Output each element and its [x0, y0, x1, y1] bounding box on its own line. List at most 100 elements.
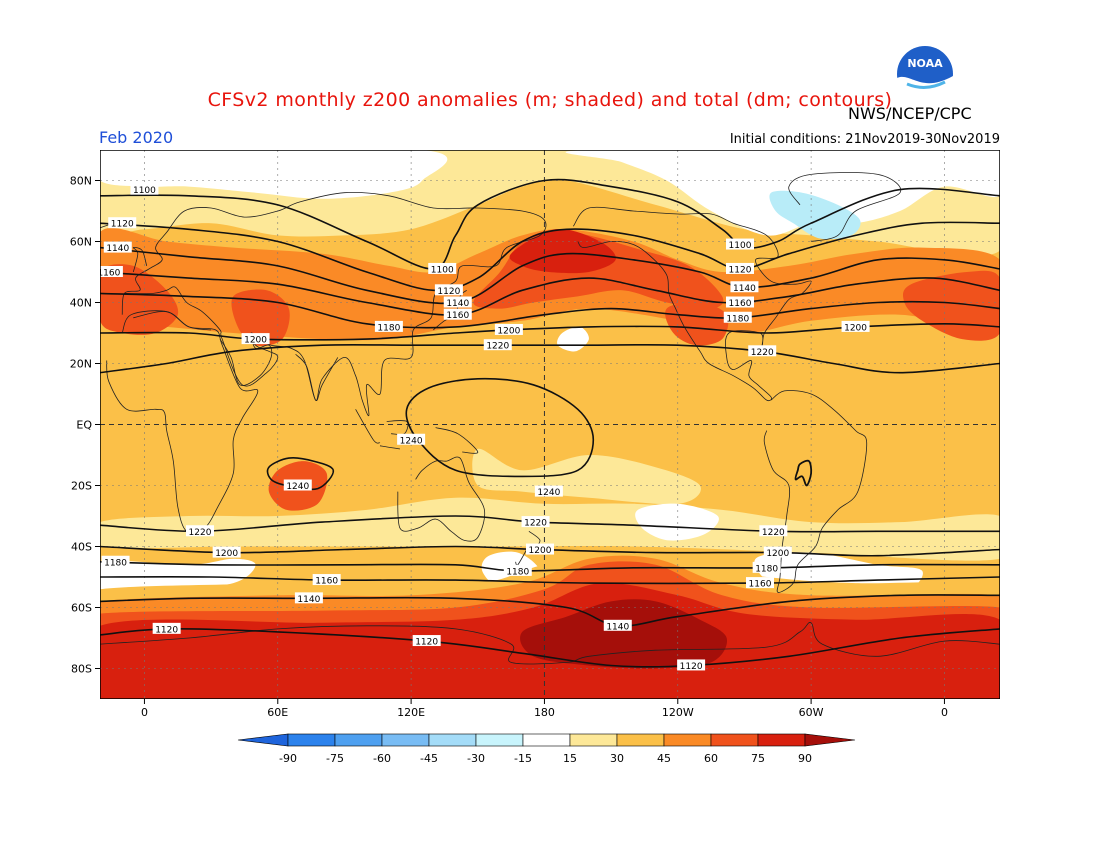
coastline: [132, 247, 148, 273]
shade-blob: [100, 558, 256, 592]
lon-label: 60W: [799, 706, 824, 719]
contour-closed: [405, 377, 595, 478]
contour-line: [100, 292, 1000, 329]
contour-label-bg: [494, 323, 523, 335]
contour-label-text: 1220: [486, 342, 509, 352]
colorbar-box: [287, 733, 336, 747]
colorbar-box: [475, 733, 524, 747]
contour-label: 1180: [503, 564, 532, 577]
contour-label: 1120: [412, 635, 441, 648]
contour-label-bg: [101, 555, 130, 567]
contour-label-bg: [752, 561, 781, 573]
contour-label-text: 1200: [215, 549, 238, 559]
contour-label-bg: [443, 308, 472, 320]
contour-label: 1220: [483, 339, 512, 352]
contour-label-text: 1100: [729, 241, 752, 251]
coastline: [435, 427, 479, 454]
contour-label-text: 1160: [100, 269, 121, 279]
contour-label-text: 1100: [431, 265, 454, 275]
chart-title: CFSv2 monthly z200 anomalies (m; shaded)…: [207, 89, 893, 111]
contour-label-bg: [428, 262, 457, 274]
contour-label-text: 1180: [726, 314, 749, 324]
noaa-logo-text: NOAA: [907, 57, 943, 70]
contour-closed: [266, 457, 335, 491]
contour-labels: 1100 1120 1140 1160 1200 1100 1120 1140 1160 1180…: [100, 183, 870, 672]
contour-label-bg: [241, 333, 270, 345]
longitude-labels: 0 60E 120E 180 120W 60W 0: [141, 699, 948, 719]
contour-label-text: 1220: [762, 528, 785, 538]
colorbar-box: [428, 733, 477, 747]
lat-label: 20N: [70, 358, 92, 371]
contour-label: 1120: [726, 262, 754, 275]
colorbar-box: [381, 733, 430, 747]
lon-label: 0: [141, 706, 148, 719]
contour-label-text: 1120: [415, 638, 438, 648]
colorbar-label: 30: [610, 752, 624, 764]
contour-label-text: 1180: [506, 567, 529, 577]
contour-label-text: 1120: [111, 220, 134, 230]
lat-label: 20S: [71, 480, 92, 493]
contour-label-text: 1220: [524, 519, 547, 529]
colorbar-label: -45: [420, 752, 438, 764]
colorbar-box: [522, 733, 571, 747]
contour-label-bg: [100, 266, 123, 277]
contour-label-text: 1220: [751, 348, 774, 358]
contour-label-bg: [726, 238, 754, 250]
contour-label: 1120: [434, 284, 463, 297]
contour-label: 1220: [748, 345, 777, 358]
colorbar-box: [334, 733, 383, 747]
lat-label: 80S: [71, 663, 92, 676]
contour-label: 1200: [212, 546, 241, 559]
contour-label: 1200: [841, 320, 870, 333]
contour-label-bg: [412, 635, 441, 647]
contour-label-bg: [503, 564, 532, 576]
coastline: [133, 311, 212, 331]
contour-label-text: 1140: [297, 595, 320, 605]
coastline: [121, 191, 547, 417]
contour-line: [100, 246, 1000, 305]
contour-label: 1140: [730, 281, 759, 294]
contour-label-text: 1200: [497, 326, 520, 336]
contour-label-bg: [103, 241, 132, 253]
colorbar-arrow-low: [237, 733, 289, 747]
lon-label: 120E: [397, 706, 425, 719]
contour-label-text: 1200: [244, 336, 267, 346]
contour-label: 1200: [526, 543, 554, 556]
contour-label-bg: [730, 281, 759, 293]
contour-label-text: 1120: [437, 287, 460, 297]
colorbar-label: 45: [657, 752, 671, 764]
contour-label-bg: [723, 311, 752, 323]
contour-label-text: 1240: [400, 436, 423, 446]
colorbar-label: -90: [279, 752, 297, 764]
contour-label-text: 1120: [155, 625, 178, 635]
shade-blob: [100, 150, 448, 199]
colorbar-label: -60: [373, 752, 391, 764]
colorbar-label: 75: [751, 752, 765, 764]
contour-label: 1160: [100, 266, 123, 279]
contour-label-bg: [483, 339, 512, 351]
contour-label-text: 1160: [446, 311, 469, 321]
contour-label: 1180: [374, 320, 403, 333]
shade-blob: [769, 190, 861, 240]
contour-label-text: 1140: [733, 284, 756, 294]
contour-label: 1200: [763, 546, 792, 559]
contour-label-bg: [283, 479, 312, 491]
shade-blob: [100, 561, 1000, 635]
colorbar-arrow-high: [804, 733, 856, 747]
contour-label-bg: [294, 592, 323, 604]
contour-label: 1220: [186, 525, 214, 538]
contour-label-text: 1140: [446, 299, 469, 309]
coastline: [295, 354, 339, 402]
contour-label-text: 1180: [104, 558, 127, 568]
colorbar-label: -15: [514, 752, 532, 764]
colorbar-box: [757, 733, 806, 747]
colorbar-label: 15: [563, 752, 577, 764]
contour-label-bg: [759, 525, 788, 537]
colorbar-label: -75: [326, 752, 344, 764]
noaa-logo: NOAA: [894, 43, 956, 106]
contour-label-text: 1180: [755, 564, 778, 574]
contour-label-bg: [534, 485, 563, 497]
latitude-labels: 80N 60N 40N 20N EQ 20S 40S 60S 80S: [70, 175, 100, 676]
contour-label-text: 1140: [606, 622, 629, 632]
shade-blob: [509, 229, 616, 274]
